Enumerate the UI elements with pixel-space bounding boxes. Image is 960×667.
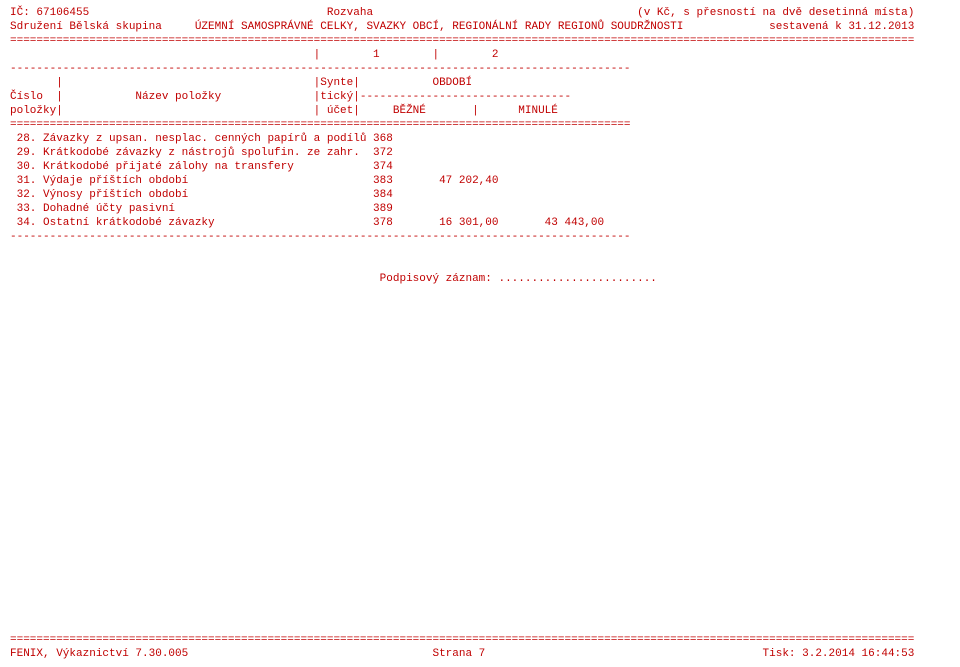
- hdr-line2: Sdružení Bělská skupina ÚZEMNÍ SAMOSPRÁV…: [10, 21, 914, 33]
- footer-block: ========================================…: [10, 633, 950, 667]
- table-row: 29. Krátkodobé závazky z nástrojů spoluf…: [10, 147, 393, 159]
- table-row: 28. Závazky z upsan. nesplac. cenných pa…: [10, 133, 393, 145]
- table-row: 32. Výnosy příštích období 384: [10, 189, 393, 201]
- table-row: 34. Ostatní krátkodobé závazky 378 16 30…: [10, 217, 604, 229]
- hdr-line1: IČ: 67106455 Rozvaha (v Kč, s přesností …: [10, 7, 914, 19]
- rule-short-dash-1: ----------------------------------------…: [10, 63, 631, 75]
- signature-line: Podpisový záznam: ......................…: [10, 272, 950, 286]
- rule-short-eq: ========================================…: [10, 119, 631, 131]
- footer-line: FENIX, Výkaznictví 7.30.005 Strana 7 Tis…: [10, 648, 914, 660]
- head-title: Číslo | Název položky |tický|-----------…: [10, 91, 571, 103]
- head-synte: | |Synte| OBDOBÍ: [10, 77, 472, 89]
- rule-long-eq-bottom: ========================================…: [10, 634, 914, 646]
- cols-line: | 1 | 2: [10, 49, 498, 61]
- table-row: 31. Výdaje příštích období 383 47 202,40: [10, 175, 498, 187]
- table-row: 30. Krátkodobé přijaté zálohy na transfe…: [10, 161, 393, 173]
- head-ucet: položky| | účet| BĚŽNÉ | MINULÉ: [10, 105, 558, 117]
- table-row: 33. Dohadné účty pasivní 389: [10, 203, 393, 215]
- rule-long-eq-top: ========================================…: [10, 35, 914, 47]
- report-body: IČ: 67106455 Rozvaha (v Kč, s přesností …: [10, 6, 950, 244]
- rule-short-dash-2: ----------------------------------------…: [10, 231, 631, 243]
